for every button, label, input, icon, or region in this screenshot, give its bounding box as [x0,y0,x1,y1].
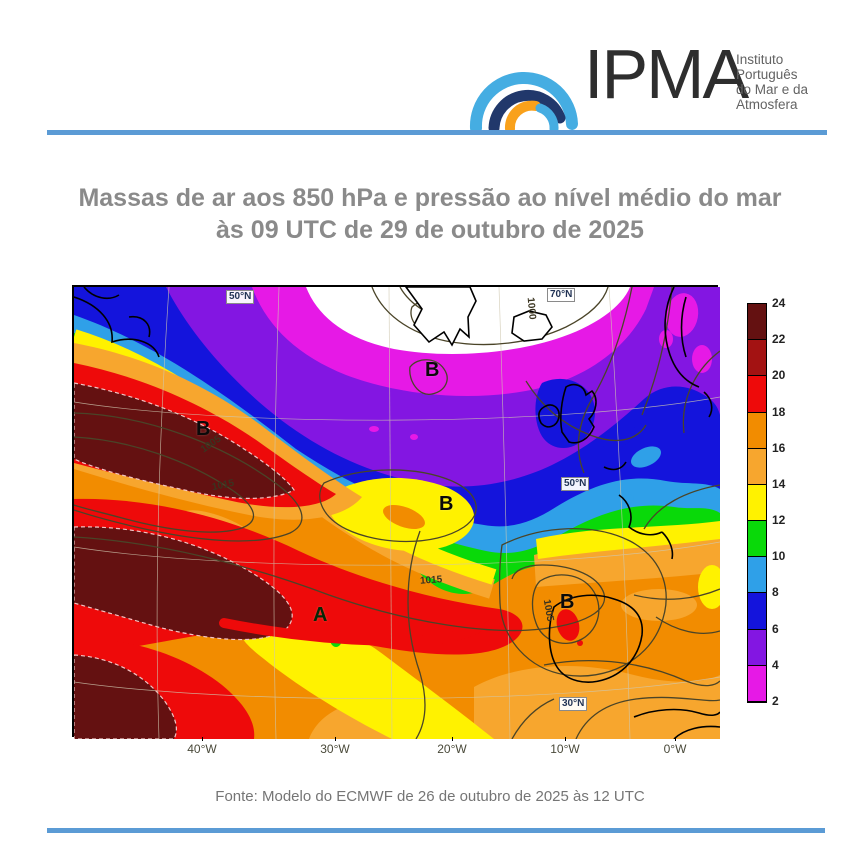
colorbar-tick-label: 14 [772,476,786,491]
ipma-subtitle-line: Português [736,67,798,82]
colorbar-tick-label: 10 [772,549,786,564]
coast-labrador [74,296,160,358]
colorbar-segment [748,593,766,630]
colorbar-segment [748,484,766,522]
ipma-subtitle-line: Instituto [736,52,784,67]
latitude-label: 70°N [547,288,576,302]
colorbar-tick-label: 2 [772,694,779,708]
chart-title-line1: Massas de ar aos 850 hPa e pressão ao ní… [78,184,782,212]
coast-france [603,461,674,560]
low-pressure-center: B [439,493,454,515]
source-note: Fonte: Modelo do ECMWF de 26 de outubro … [215,788,645,805]
hot-region-southwest [74,498,583,739]
axis-tick [335,737,336,741]
air-mass-field [74,287,720,739]
colorbar-segment [748,448,766,485]
top-divider-rule [47,130,827,135]
coastlines [74,287,720,739]
longitude-axis-label: 40°W [187,742,217,756]
latitude-label: 50°N [561,477,590,491]
temperature-colorbar [747,303,767,703]
colorbar-segment [748,557,766,594]
colorbar-segment [748,629,766,666]
longitude-axis-label: 10°W [550,742,580,756]
ipma-brand-text: IPMA [584,35,749,113]
ipma-subtitle-line: Atmosfera [736,97,798,112]
ipma-subtitle-line: do Mar e da [736,82,809,97]
low-pressure-center: B [425,359,440,381]
colorbar-segment [748,412,766,449]
high-pressure-center: A [313,604,328,626]
coast-ireland [538,404,560,428]
low-pressure-center: B [196,418,211,440]
ipma-logo: IPMA Instituto Português do Mar e da Atmosf… [468,35,818,134]
weather-map: 50°N 70°N 50°N 30°N B B B B A 1005 1015 1015 1005 100… [72,285,720,756]
colorbar-segment [748,665,766,702]
bottom-divider-rule [47,828,825,833]
colorbar-tick-label: 8 [772,585,779,600]
longitude-axis-label: 20°W [437,742,467,756]
colorbar-tick-label: 22 [772,332,786,347]
coast-norway [664,287,700,388]
axis-tick [452,737,453,741]
colorbar-tick-label: 18 [772,404,786,419]
coast-uk [559,383,597,444]
isobar-value-label: 1000 [524,296,538,321]
colorbar-segment [748,376,766,413]
isobar-value-label: 1015 [419,574,443,587]
chart-title: Massas de ar aos 850 hPa e pressão ao ní… [0,182,860,246]
colorbar-segment [748,340,766,377]
longitude-axis-label: 0°W [663,742,687,756]
latitude-label: 50°N [226,290,255,304]
axis-tick [202,737,203,741]
coast-greenland [405,287,477,347]
colorbar-segment [748,304,766,341]
axis-tick [675,737,676,741]
ipma-subtitle: Instituto Português do Mar e da Atmosfera [736,52,808,112]
low-pressure-center: B [560,591,575,613]
chart-title-line2: às 09 UTC de 29 de outubro de 2025 [216,216,644,244]
colorbar-tick-label: 6 [772,621,779,636]
colorbar-tick-label: 20 [772,368,786,383]
latitude-label: 30°N [559,697,588,711]
longitude-axis-label: 30°W [320,742,350,756]
axis-tick [565,737,566,741]
colorbar-tick-label: 16 [772,440,786,455]
coast-north-africa [633,708,720,739]
colorbar-segment [748,521,766,558]
colorbar-tick-label: 12 [772,513,786,528]
isobars [74,287,720,739]
ipma-logo-arcs-icon [469,71,578,134]
coast-iberia [548,594,643,683]
colorbar-tick-label: 24 [772,296,786,310]
warm-tongue-west [74,343,362,520]
coast-iceland [511,310,553,342]
colorbar-tick-label: 4 [772,657,779,672]
